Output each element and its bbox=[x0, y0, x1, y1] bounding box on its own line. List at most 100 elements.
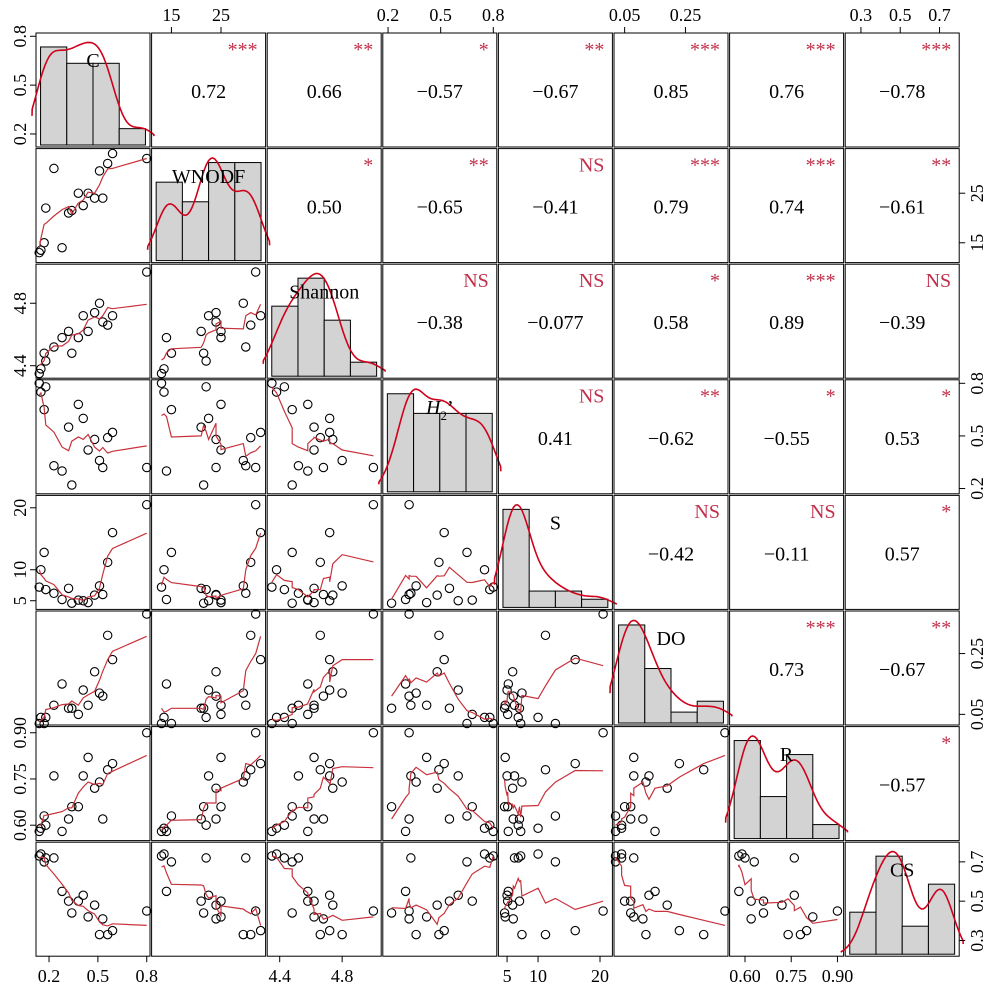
scatter-point bbox=[368, 499, 379, 510]
panel-frame bbox=[497, 379, 613, 495]
scatter-point bbox=[41, 382, 51, 392]
panel-frame bbox=[35, 610, 151, 726]
panel-frame bbox=[151, 263, 267, 379]
panel-frame bbox=[382, 148, 498, 264]
scatter-point bbox=[141, 153, 152, 164]
correlation-value: −0.62 bbox=[648, 428, 694, 450]
tick-label: 0.90 bbox=[822, 966, 854, 986]
tick-label: 0.60 bbox=[10, 809, 30, 841]
significance-label: NS bbox=[463, 270, 489, 292]
panel-frame bbox=[151, 610, 267, 726]
scatter-point bbox=[641, 777, 651, 787]
significance-label: NS bbox=[579, 154, 605, 176]
correlation-value: 0.57 bbox=[885, 543, 920, 565]
scatter-point bbox=[533, 823, 543, 834]
scatter-point bbox=[216, 332, 226, 343]
panel-frame bbox=[497, 148, 613, 264]
scatter-point bbox=[73, 709, 84, 720]
panel-WNODF-Shannon bbox=[266, 148, 382, 264]
scatter-point bbox=[156, 582, 167, 592]
scatter-point bbox=[485, 820, 495, 830]
correlation-value: 0.72 bbox=[191, 81, 226, 103]
scatter-point bbox=[789, 890, 800, 901]
scatter-point bbox=[328, 590, 338, 600]
scatter-point bbox=[94, 166, 105, 176]
hist-bar bbox=[849, 911, 877, 955]
panel-H2-DO bbox=[613, 379, 729, 495]
hist-bar bbox=[901, 925, 929, 955]
panel-frame bbox=[729, 379, 845, 495]
scatter-point bbox=[156, 718, 167, 729]
scatter-point bbox=[279, 853, 290, 863]
scatter-point bbox=[198, 480, 209, 490]
scatter-point bbox=[267, 718, 277, 729]
scatter-point bbox=[616, 849, 627, 859]
panel-frame bbox=[729, 263, 845, 379]
tick-label: 20 bbox=[591, 966, 609, 986]
correlation-value: 0.73 bbox=[769, 659, 804, 681]
panel-frame bbox=[382, 263, 498, 379]
smooth-line bbox=[738, 864, 838, 924]
panel-R-DO bbox=[610, 726, 730, 842]
axis-C: 0.2 0.2 0.5 0.5 0.8 0.8 bbox=[10, 25, 158, 986]
panel-WNODF-WNODF: WNODF bbox=[146, 148, 271, 264]
panel-DO-C bbox=[34, 609, 152, 729]
panel-frame bbox=[151, 726, 267, 842]
scatter-point bbox=[83, 752, 93, 763]
correlation-value: −0.67 bbox=[532, 81, 578, 103]
scatter-point bbox=[411, 929, 421, 940]
scatter-point bbox=[78, 685, 88, 695]
scatter-point bbox=[159, 387, 169, 397]
panel-frame bbox=[35, 841, 151, 957]
scatter-point bbox=[638, 914, 648, 924]
scatter-point bbox=[309, 700, 319, 710]
panel-frame bbox=[382, 610, 498, 726]
panel-frame bbox=[613, 726, 729, 842]
panel-frame bbox=[613, 494, 729, 610]
correlation-value: −0.65 bbox=[417, 197, 463, 219]
scatter-point bbox=[83, 912, 93, 922]
scatter-point bbox=[293, 853, 304, 863]
panel-R-H2 bbox=[382, 726, 499, 842]
scatter-point bbox=[324, 654, 335, 665]
scatter-point bbox=[241, 853, 251, 863]
scatter-point bbox=[777, 900, 787, 910]
scatter-point bbox=[267, 851, 277, 861]
panel-frame bbox=[729, 841, 845, 957]
hist-bar bbox=[670, 711, 698, 724]
scatter-point bbox=[315, 557, 326, 568]
scatter-point bbox=[513, 853, 523, 863]
scatter-point bbox=[444, 703, 455, 714]
scatter-point bbox=[485, 584, 495, 595]
panel-Shannon-R bbox=[729, 263, 845, 379]
axis-WNODF: 15 15 25 25 bbox=[162, 5, 987, 252]
tick-label: 0.5 bbox=[967, 890, 987, 913]
smooth-line bbox=[391, 855, 494, 926]
panel-frame bbox=[613, 148, 729, 264]
variable-label: DO bbox=[657, 628, 686, 650]
smooth-line bbox=[161, 413, 262, 458]
scatter-point bbox=[271, 712, 282, 723]
variable-label-main: H bbox=[425, 397, 442, 419]
panel-S-Shannon bbox=[266, 494, 382, 610]
panel-CS-R bbox=[729, 841, 845, 957]
scatter-point bbox=[49, 460, 59, 471]
scatter-point bbox=[616, 823, 627, 834]
panel-CS-DO bbox=[610, 841, 730, 957]
density-curve bbox=[378, 388, 502, 485]
tick-label: 20 bbox=[10, 499, 30, 517]
scatter-point bbox=[801, 925, 812, 936]
panel-frame bbox=[844, 32, 960, 148]
scatter-point bbox=[94, 688, 105, 698]
panel-C-C: C bbox=[31, 32, 155, 148]
scatter-point bbox=[406, 853, 416, 863]
scatter-point bbox=[241, 700, 251, 710]
hist-bar bbox=[465, 412, 493, 493]
scatter-point bbox=[303, 679, 313, 689]
scatter-point bbox=[216, 709, 226, 720]
panel-frame bbox=[844, 494, 960, 610]
tick-label: 0.8 bbox=[482, 5, 505, 25]
hist-bar bbox=[439, 412, 467, 493]
smooth-line bbox=[38, 303, 147, 366]
scatter-point bbox=[303, 826, 313, 837]
